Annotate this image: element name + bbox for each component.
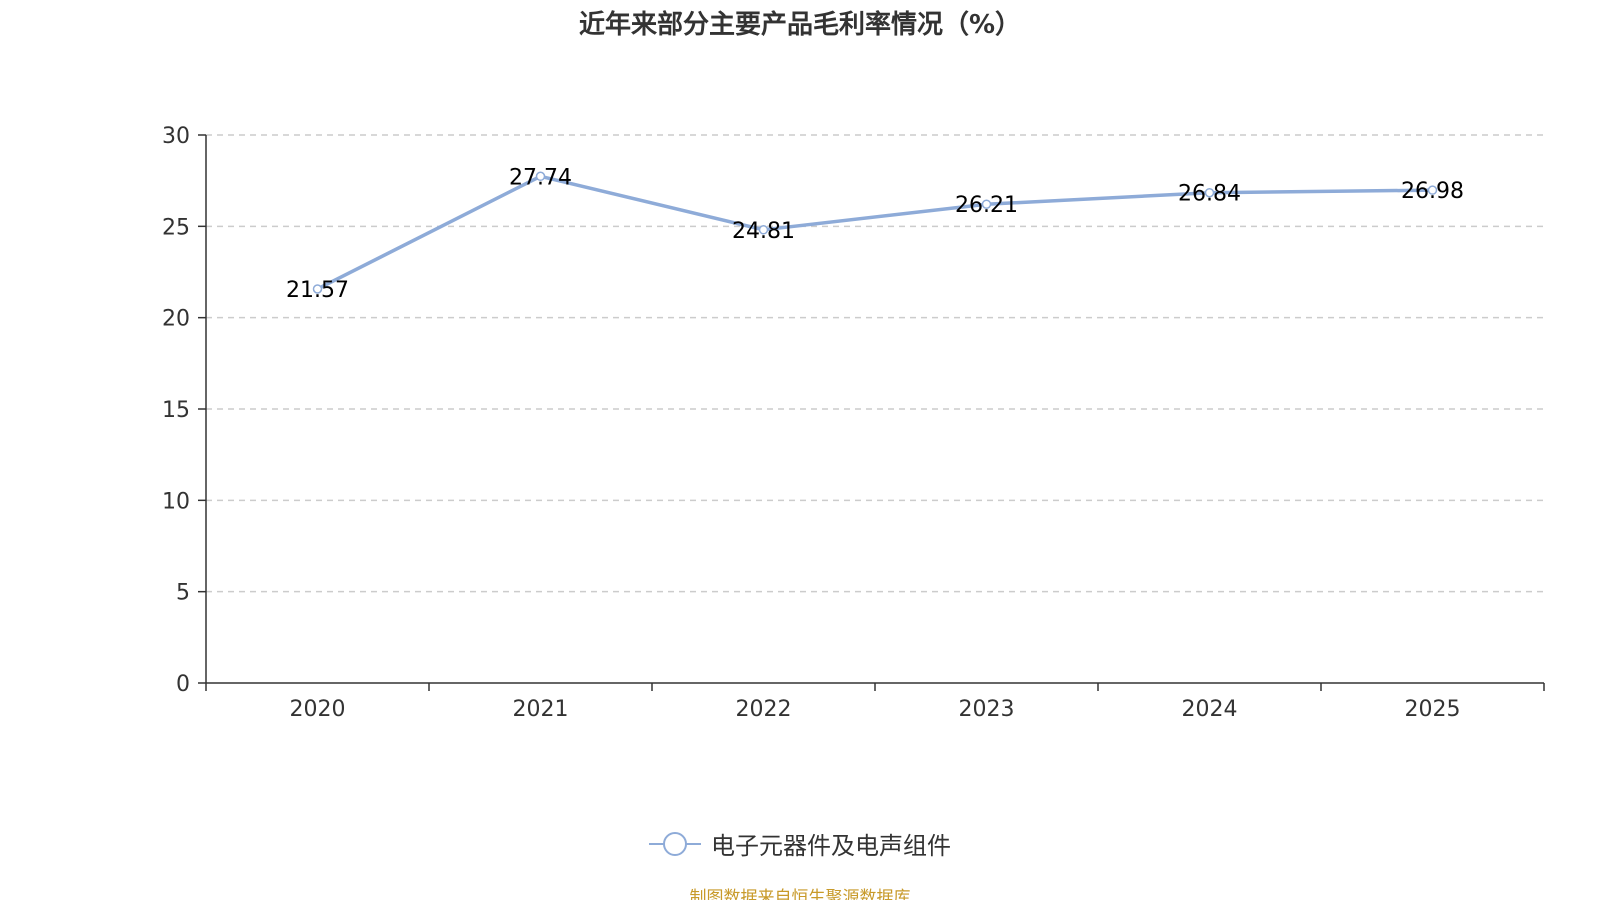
x-tick-label: 2021 xyxy=(513,697,569,722)
x-tick-label: 2025 xyxy=(1405,697,1461,722)
source-note: 制图数据来自恒生聚源数据库 xyxy=(689,888,911,900)
y-tick-label: 20 xyxy=(162,307,190,332)
data-point xyxy=(758,225,769,235)
grid-lines xyxy=(206,134,1544,593)
data-label: 26.98 xyxy=(1401,179,1464,204)
data-label: 26.21 xyxy=(955,193,1018,218)
series-layer xyxy=(312,171,1438,294)
y-tick-label: 0 xyxy=(176,672,190,697)
y-tick-label: 5 xyxy=(176,581,190,606)
data-label: 27.74 xyxy=(509,165,572,190)
data-label: 21.57 xyxy=(286,278,349,303)
y-tick-label: 25 xyxy=(162,215,190,240)
x-tick-label: 2020 xyxy=(290,697,346,722)
data-point xyxy=(312,284,323,294)
y-tick-label: 15 xyxy=(162,398,190,423)
data-point xyxy=(1427,185,1438,195)
series-line xyxy=(316,174,1433,291)
legend-label: 电子元器件及电声组件 xyxy=(711,832,951,860)
y-tick-label: 10 xyxy=(162,489,190,514)
x-tick-label: 2022 xyxy=(736,697,792,722)
data-point xyxy=(981,199,992,209)
data-point xyxy=(1204,187,1215,198)
x-tick-label: 2023 xyxy=(959,697,1015,722)
chart-title: 近年来部分主要产品毛利率情况（%） xyxy=(578,10,1022,40)
data-labels: 21.57 27.74 24.81 26.21 26.84 26.98 xyxy=(286,165,1464,303)
x-tick-label: 2024 xyxy=(1182,697,1238,722)
data-label: 26.84 xyxy=(1178,182,1241,207)
data-point xyxy=(535,171,546,182)
data-label: 24.81 xyxy=(732,219,795,244)
legend[interactable]: 电子元器件及电声组件 xyxy=(0,826,1600,861)
y-tick-label: 30 xyxy=(162,124,190,149)
legend-line-circle-icon xyxy=(649,831,701,856)
